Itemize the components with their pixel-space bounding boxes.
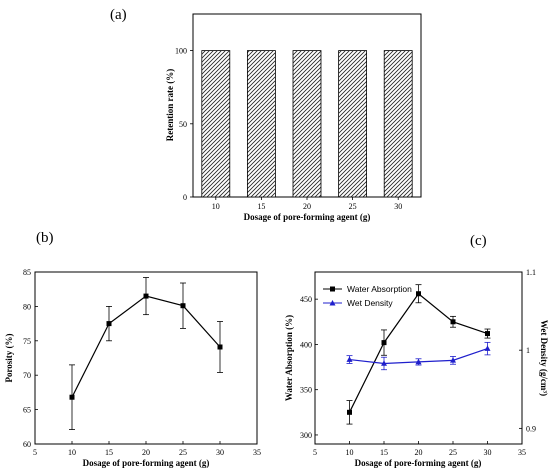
x-tick-label-15: 15: [105, 448, 113, 457]
x-tick-label-10: 10: [346, 448, 354, 457]
x-tick-label-25: 25: [349, 202, 357, 211]
x-tick-label-5: 5: [313, 448, 317, 457]
y-tick-label-65: 65: [23, 406, 31, 415]
x-tick-label-20: 20: [415, 448, 423, 457]
water-absorption-line: [348, 292, 488, 413]
water-absorption-point-10: [347, 409, 352, 415]
legend-label-water-absorption: Water Absorption: [347, 284, 412, 294]
y-tick-label-75: 75: [23, 337, 31, 346]
x-tick-label-15: 15: [380, 448, 388, 457]
x-tick-label-10: 10: [212, 202, 220, 211]
y-axis-title-c: Water Absorption (%): [284, 315, 294, 401]
y-tick-label-50: 50: [179, 120, 187, 129]
x-tick-label-10: 10: [68, 448, 76, 457]
y-tick-label-60: 60: [23, 440, 31, 449]
wet-density-point-25: [450, 357, 456, 363]
x-tick-label-20: 20: [142, 448, 150, 457]
retention-rate-chart: 10 15 20 25 30 0 50 100 Dosage of pore-forming…: [165, 13, 422, 222]
water-absorption-wet-density-chart: 5 10 15 20 25 30 35 300 350 400 450 0.9 1 1.1 Water…: [284, 268, 549, 468]
panel-label-c: (c): [470, 233, 487, 249]
water-absorption-point-15: [381, 340, 387, 346]
y-axis-title-b: Porosity (%): [4, 333, 14, 382]
y-tick-label-70: 70: [23, 371, 31, 380]
water-absorption-point-25: [450, 319, 456, 325]
x-tick-label-35: 35: [518, 448, 526, 457]
x-axis-title-b: Dosage of pore-forming agent (g): [83, 458, 210, 468]
x-tick-label-5: 5: [33, 448, 37, 457]
x-axis-title-a: Dosage of pore-forming agent (g): [244, 212, 371, 222]
legend-marker-wet-density: [329, 300, 336, 306]
y-tick-label-80: 80: [23, 302, 31, 311]
x-tick-label-25: 25: [449, 448, 457, 457]
x-tick-label-30: 30: [216, 448, 224, 457]
wet-density-point-20: [415, 358, 422, 365]
y2-tick-label-1.1: 1.1: [526, 268, 536, 277]
water-absorption-point-30: [485, 331, 490, 337]
y2-tick-label-0.9: 0.9: [526, 424, 536, 433]
legend-label-wet-density: Wet Density: [347, 298, 393, 308]
y-tick-label-85: 85: [23, 268, 31, 277]
bar-30: [383, 50, 413, 198]
bar-15: [246, 50, 276, 198]
y-tick-label-100: 100: [175, 47, 187, 56]
panel-label-a: (a): [110, 7, 127, 23]
y-tick-label-300: 300: [300, 431, 312, 440]
data-point-25: [180, 303, 186, 309]
y2-axis-title-c: Wet Density (g/cm³): [539, 320, 549, 396]
bar-20: [292, 50, 322, 198]
bar-25: [338, 50, 368, 198]
data-point-15: [106, 321, 112, 327]
y-tick-label-400: 400: [300, 340, 312, 349]
data-point-10: [69, 394, 75, 400]
porosity-chart: 5 10 15 20 25 30 35 60 65 70 75 80 85 Dosage of por…: [4, 268, 261, 468]
x-tick-label-30: 30: [484, 448, 492, 457]
x-tick-label-20: 20: [303, 202, 311, 211]
x-tick-label-25: 25: [179, 448, 187, 457]
x-tick-label-30: 30: [394, 202, 402, 211]
wet-density-point-10: [346, 356, 353, 362]
y-tick-label-450: 450: [300, 295, 312, 304]
y-tick-label-0: 0: [183, 193, 187, 202]
wet-density-point-30: [484, 345, 491, 351]
legend-marker-water-absorption: [330, 286, 335, 292]
panel-label-b: (b): [36, 230, 54, 246]
y2-tick-label-1: 1: [526, 346, 530, 355]
y-tick-label-350: 350: [300, 386, 312, 395]
wet-density-point-15: [381, 360, 387, 366]
x-tick-label-15: 15: [257, 202, 265, 211]
data-point-30: [217, 344, 223, 350]
data-point-20: [143, 293, 149, 299]
y-axis-title-a: Retention rate (%): [165, 69, 175, 141]
x-axis-title-c: Dosage of pore-forming agent (g): [355, 458, 482, 468]
legend-c: Water Absorption Wet Density: [323, 284, 412, 308]
water-absorption-point-20: [416, 291, 421, 297]
bar-10: [201, 50, 231, 198]
x-tick-label-35: 35: [253, 448, 261, 457]
